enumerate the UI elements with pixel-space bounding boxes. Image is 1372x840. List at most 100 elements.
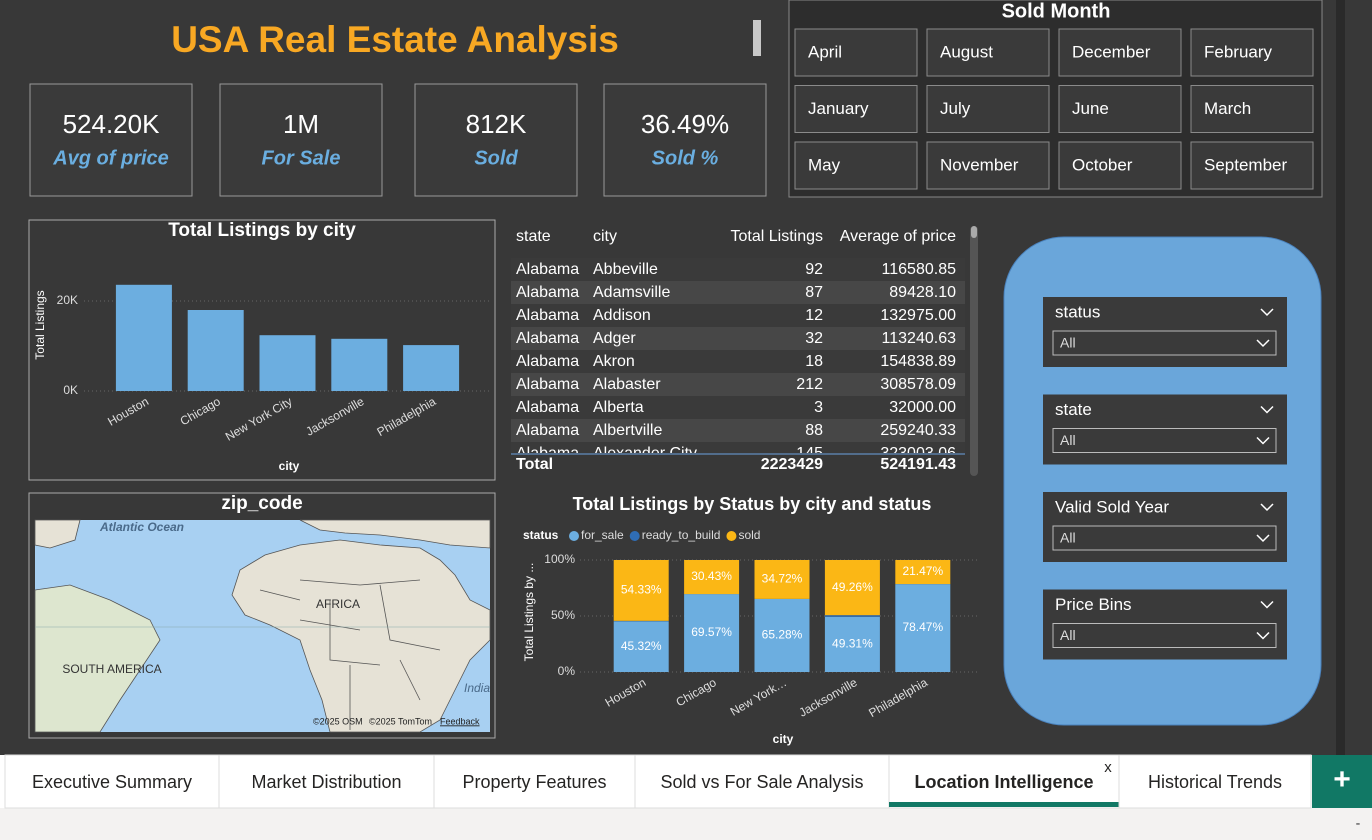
map-attribution[interactable]: Feedback — [440, 716, 480, 726]
month-label[interactable]: December — [1072, 42, 1151, 61]
chevron[interactable] — [1260, 308, 1274, 317]
month-label[interactable]: June — [1072, 99, 1109, 118]
bar-segment — [684, 560, 740, 595]
chevron[interactable] — [1256, 339, 1270, 348]
tab[interactable] — [433, 754, 636, 809]
data-label: 69.57% — [691, 625, 732, 639]
y-tick-label: 50% — [551, 608, 575, 622]
tab-label[interactable]: Historical Trends — [1148, 772, 1282, 792]
table-row — [511, 327, 965, 350]
month-button[interactable] — [926, 141, 1050, 190]
tab-close[interactable]: x — [1104, 759, 1112, 776]
tab-label[interactable]: Property Features — [462, 772, 606, 792]
tab[interactable] — [218, 754, 435, 809]
table-cell: 259240.33 — [880, 422, 956, 439]
month-button[interactable] — [794, 85, 918, 133]
month-button[interactable] — [1190, 141, 1314, 190]
tab[interactable] — [1118, 754, 1312, 809]
month-button[interactable] — [1058, 85, 1182, 133]
dropdown-value[interactable]: All — [1060, 432, 1076, 448]
dropdown-value[interactable]: All — [1060, 627, 1076, 643]
tab-label[interactable]: Executive Summary — [32, 772, 192, 792]
tab[interactable] — [4, 754, 220, 809]
tab[interactable] — [888, 754, 1120, 809]
map-attribution: ©2025 TomTom — [369, 716, 432, 726]
y-axis-title: Total Listings — [33, 290, 47, 359]
month-button[interactable] — [1058, 28, 1182, 77]
table-cell: Alabama — [516, 353, 579, 370]
borders — [259, 579, 441, 730]
table-cell: 18 — [805, 353, 823, 370]
add-tab[interactable] — [1312, 755, 1372, 808]
chevron[interactable] — [1256, 534, 1270, 543]
month-label[interactable]: January — [808, 99, 869, 118]
data-label: 45.32% — [621, 639, 662, 653]
data-label: 54.33% — [621, 583, 662, 597]
month-button[interactable] — [794, 141, 918, 190]
table-cell: 87 — [805, 284, 823, 301]
month-label[interactable]: November — [940, 155, 1019, 174]
dropdown-value[interactable]: All — [1060, 530, 1076, 546]
table-cell: Abbeville — [593, 261, 658, 278]
tab-label[interactable]: Sold vs For Sale Analysis — [660, 772, 863, 792]
month-label[interactable]: October — [1072, 155, 1133, 174]
kpi-label: Avg of price — [52, 147, 169, 169]
month-button[interactable] — [794, 28, 918, 77]
bar-segment — [754, 598, 810, 672]
dropdown[interactable] — [1052, 623, 1277, 648]
map-title: zip_code — [221, 493, 302, 514]
table-cell: 132975.00 — [880, 307, 956, 324]
month-button[interactable] — [1190, 85, 1314, 133]
zoom-out[interactable]: - — [1356, 815, 1361, 831]
chevron[interactable] — [1256, 631, 1270, 640]
chevron[interactable] — [1256, 436, 1270, 445]
table-row — [511, 419, 965, 442]
chevron[interactable] — [1260, 600, 1274, 609]
month-button[interactable] — [1190, 28, 1314, 77]
column-header: Average of price — [840, 228, 956, 245]
y-tick-label: 0K — [63, 383, 78, 397]
tab-label[interactable]: Location Intelligence — [914, 772, 1093, 792]
table-row — [511, 258, 965, 281]
chevron[interactable] — [1260, 405, 1274, 414]
tab-label[interactable]: Market Distribution — [251, 772, 401, 792]
month-label[interactable]: July — [940, 99, 971, 118]
kpi-card — [29, 83, 193, 197]
month-label[interactable]: February — [1204, 42, 1273, 61]
europe — [299, 519, 491, 549]
chart-title: Total Listings by Status by city and sta… — [573, 494, 932, 514]
month-label[interactable]: September — [1204, 155, 1287, 174]
dropdown[interactable] — [1052, 330, 1277, 356]
bar-segment — [824, 615, 880, 617]
bar — [331, 338, 388, 391]
data-label: 34.72% — [762, 572, 803, 586]
x-axis-title: city — [773, 732, 794, 746]
bar — [187, 310, 244, 391]
month-label[interactable]: April — [808, 42, 842, 61]
month-label[interactable]: March — [1204, 99, 1251, 118]
table-cell: Alabama — [516, 376, 579, 393]
table-row — [511, 442, 965, 453]
kpi-card — [414, 83, 578, 197]
chevron[interactable] — [1260, 503, 1274, 512]
dropdown-value[interactable]: All — [1060, 335, 1076, 351]
tab[interactable] — [634, 754, 890, 809]
map-label: Atlantic Ocean — [99, 520, 184, 534]
dropdown[interactable] — [1052, 428, 1277, 453]
table-row — [511, 281, 965, 304]
column-header: state — [516, 228, 551, 245]
month-button[interactable] — [926, 85, 1050, 133]
dropdown[interactable] — [1052, 525, 1277, 551]
month-button[interactable] — [1058, 141, 1182, 190]
table-row — [511, 304, 965, 327]
y-axis-title: Total Listings by ... — [522, 563, 536, 662]
filter-title: Price Bins — [1055, 595, 1132, 614]
table-cell: Alabama — [516, 261, 579, 278]
table-cell: Adamsville — [593, 284, 670, 301]
add-tab-label[interactable]: + — [1333, 763, 1351, 796]
table-cell: Alabama — [516, 399, 579, 416]
month-label[interactable]: May — [808, 155, 841, 174]
month-label[interactable]: August — [940, 42, 993, 61]
month-button[interactable] — [926, 28, 1050, 77]
